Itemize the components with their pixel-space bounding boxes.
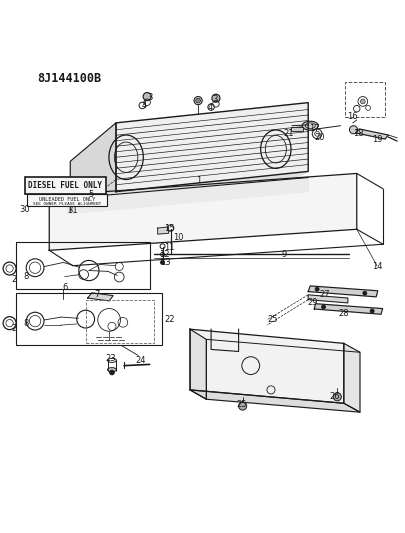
Text: 3: 3 (147, 93, 153, 102)
Text: 2: 2 (11, 275, 16, 284)
Text: 18: 18 (353, 130, 363, 138)
Bar (85, 300, 154, 343)
Text: 31: 31 (67, 206, 78, 215)
Polygon shape (157, 227, 168, 234)
Text: 29: 29 (307, 298, 318, 308)
Polygon shape (190, 329, 343, 403)
Circle shape (195, 98, 200, 103)
Text: 4: 4 (141, 101, 147, 110)
Circle shape (362, 291, 366, 295)
Text: 8: 8 (23, 272, 28, 281)
Text: 4: 4 (207, 103, 212, 112)
Text: 27: 27 (318, 290, 329, 300)
Polygon shape (70, 172, 307, 212)
Text: 14: 14 (371, 262, 381, 271)
Text: 28: 28 (338, 309, 348, 318)
Text: 26: 26 (328, 392, 339, 401)
Polygon shape (67, 177, 307, 214)
Text: 3: 3 (212, 95, 217, 104)
Circle shape (321, 305, 325, 309)
Text: 8J144100B: 8J144100B (37, 72, 101, 85)
Text: 23: 23 (105, 354, 116, 364)
Text: 2: 2 (11, 324, 16, 333)
Polygon shape (87, 293, 113, 301)
Ellipse shape (107, 368, 116, 372)
Text: 21: 21 (283, 130, 293, 138)
Circle shape (349, 126, 357, 134)
Polygon shape (190, 390, 359, 412)
Text: 17: 17 (308, 124, 319, 133)
Text: 8: 8 (23, 319, 28, 328)
Text: SEE OWNER PLEASE ALIGNMENT: SEE OWNER PLEASE ALIGNMENT (33, 202, 101, 206)
Polygon shape (49, 173, 356, 251)
Ellipse shape (301, 121, 318, 130)
Bar (27, 195, 107, 206)
Bar (16, 242, 149, 289)
Text: 5: 5 (87, 190, 93, 199)
Circle shape (369, 309, 373, 313)
Circle shape (314, 287, 318, 291)
Text: 19: 19 (372, 134, 382, 143)
Text: 15: 15 (164, 223, 175, 232)
Text: 9: 9 (281, 250, 286, 259)
Text: 30: 30 (19, 205, 30, 214)
Text: 7: 7 (94, 290, 100, 300)
Polygon shape (70, 123, 116, 212)
Circle shape (211, 94, 220, 102)
Polygon shape (307, 295, 347, 303)
Text: 25: 25 (266, 316, 277, 325)
Circle shape (238, 402, 246, 410)
Text: DIESEL FUEL ONLY: DIESEL FUEL ONLY (28, 181, 102, 190)
Circle shape (143, 93, 151, 101)
Text: 10: 10 (173, 233, 183, 242)
Text: 24: 24 (135, 356, 145, 365)
Polygon shape (190, 329, 206, 399)
Polygon shape (343, 343, 359, 412)
Text: 11: 11 (164, 244, 175, 253)
Polygon shape (313, 304, 382, 314)
Bar (290, 127, 302, 131)
Text: 22: 22 (164, 316, 175, 325)
Text: 12: 12 (159, 250, 169, 259)
Circle shape (360, 99, 364, 104)
Bar (16, 293, 161, 345)
Text: 1: 1 (196, 176, 201, 185)
Circle shape (333, 393, 341, 401)
Text: UNLEADED FUEL ONLY: UNLEADED FUEL ONLY (39, 197, 95, 202)
Circle shape (109, 370, 114, 375)
Text: 20: 20 (313, 133, 324, 142)
Bar (344, 83, 384, 117)
Text: 25: 25 (236, 400, 246, 409)
Polygon shape (116, 103, 307, 192)
Circle shape (160, 261, 164, 264)
Text: 6: 6 (63, 283, 68, 292)
Text: 16: 16 (347, 112, 357, 122)
Polygon shape (355, 129, 387, 139)
Polygon shape (307, 286, 377, 297)
Bar (25, 177, 106, 193)
Text: 13: 13 (160, 258, 171, 267)
